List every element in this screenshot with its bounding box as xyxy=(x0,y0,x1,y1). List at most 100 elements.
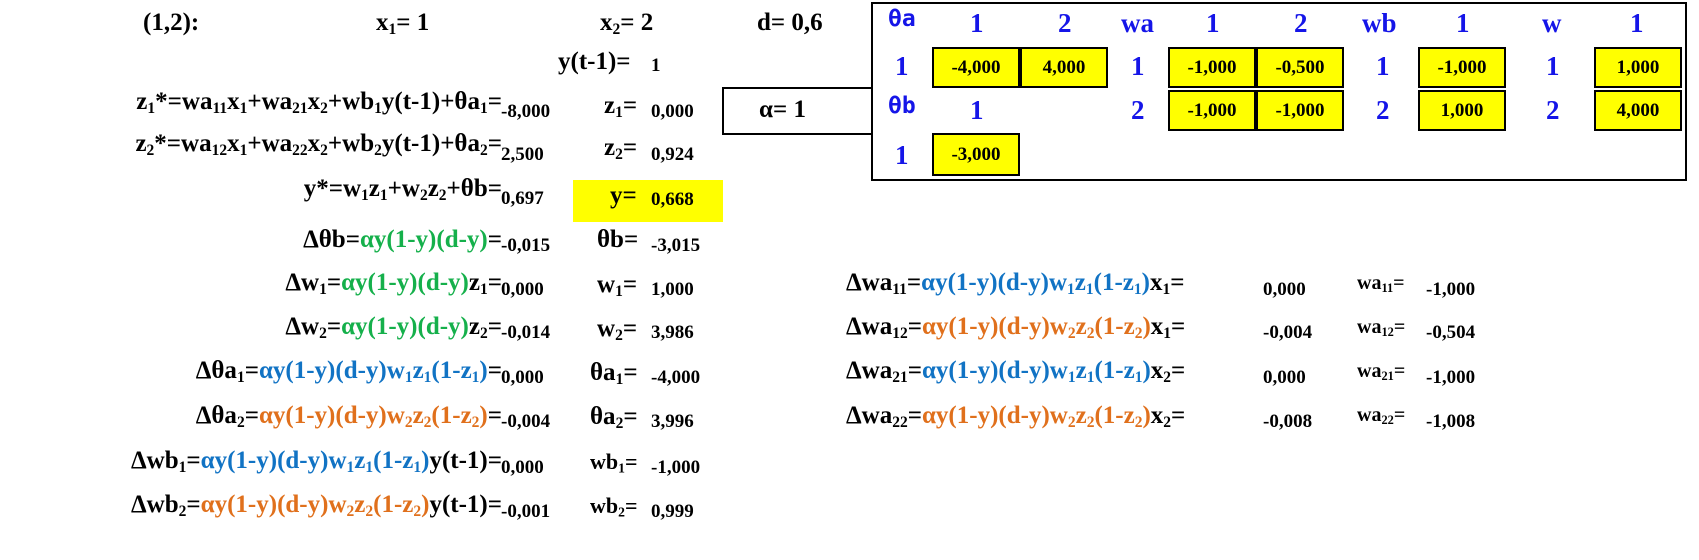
wb-cell-2: 1,000 xyxy=(1418,90,1506,131)
theta-a-cell-2: 4,000 xyxy=(1020,47,1108,88)
y-label: y= xyxy=(610,182,637,209)
wb-row-2: 2 xyxy=(1376,95,1390,125)
wa-cell-2-1: -1,000 xyxy=(1168,90,1256,131)
theta-b-col-1: 1 xyxy=(970,95,984,125)
w1-new-value: 1,000 xyxy=(651,279,694,300)
delta-w2-value: -0,014 xyxy=(501,322,551,343)
theta-b-header: θb xyxy=(888,93,916,119)
z2-star-value: 2,500 xyxy=(501,144,544,165)
wa12-new-label: wa12= xyxy=(1357,316,1406,340)
x1-assignment: x1= 1 xyxy=(376,9,430,38)
delta-wb2-value: -0,001 xyxy=(501,501,551,522)
wa-col-2: 2 xyxy=(1294,8,1308,38)
wa-cell-1-2: -0,500 xyxy=(1256,47,1344,88)
x2-assignment: x2= 2 xyxy=(600,9,654,38)
wa-col-1: 1 xyxy=(1206,8,1220,38)
wb2-new-value: 0,999 xyxy=(651,501,694,522)
w2-new-label: w2= xyxy=(597,315,638,344)
wb2-new-label: wb2= xyxy=(590,493,638,520)
delta-wa11-formula: Δwa11=αy(1-y)(d-y)w1z1(1-z1)x1= xyxy=(846,269,1185,298)
delta-theta-a1-formula: Δθa1=αy(1-y)(d-y)w1z1(1-z1)= xyxy=(195,357,502,386)
wb-col-1: 1 xyxy=(1456,8,1470,38)
alpha-value: 1 xyxy=(793,96,806,123)
x2-value: 2 xyxy=(640,9,654,36)
z2-value: 0,924 xyxy=(651,144,694,165)
wa22-new-value: -1,008 xyxy=(1426,411,1476,432)
w-header: w xyxy=(1542,8,1562,38)
w-row-2: 2 xyxy=(1546,95,1560,125)
y-prev-value: 1 xyxy=(651,55,661,76)
theta-a-header: θa xyxy=(888,6,916,32)
delta-theta-a2-value: -0,004 xyxy=(501,411,551,432)
theta-a1-new-value: -4,000 xyxy=(651,367,701,388)
alpha-label: α= 1 xyxy=(759,96,806,123)
wb1-new-label: wb1= xyxy=(590,449,638,476)
delta-wb1-value: 0,000 xyxy=(501,457,544,478)
wb-header: wb xyxy=(1362,8,1397,38)
z1-value: 0,000 xyxy=(651,101,694,122)
target-d-value: 0,6 xyxy=(791,9,823,36)
delta-wa12-formula: Δwa12=αy(1-y)(d-y)w2z2(1-z2)x1= xyxy=(846,313,1186,342)
w-cell-1: 1,000 xyxy=(1594,47,1682,88)
w1-new-label: w1= xyxy=(597,271,638,300)
z2-star-formula: z2*=wa12x1+wa22x2+wb2y(t-1)+θa2= xyxy=(135,130,502,159)
z2-label: z2= xyxy=(604,134,638,163)
theta-b-new-value: -3,015 xyxy=(651,235,701,256)
y-value: 0,668 xyxy=(651,189,694,210)
w-row-1: 1 xyxy=(1546,51,1560,81)
theta-a2-new-value: 3,996 xyxy=(651,411,694,432)
delta-wa21-formula: Δwa21=αy(1-y)(d-y)w1z1(1-z1)x2= xyxy=(846,357,1186,386)
delta-wb2-formula: Δwb2=αy(1-y)(d-y)w2z2(1-z2)y(t-1)= xyxy=(131,491,502,520)
wa11-new-value: -1,000 xyxy=(1426,279,1476,300)
theta-b-cell-1: -3,000 xyxy=(932,133,1020,176)
theta-a-col-1: 1 xyxy=(970,8,984,38)
pair-label: (1,2): xyxy=(143,9,200,36)
x1-value: 1 xyxy=(416,9,430,36)
z1-star-formula: z1*=wa11x1+wa21x2+wb1y(t-1)+θa1= xyxy=(136,88,502,117)
delta-w1-formula: Δw1=αy(1-y)(d-y)z1= xyxy=(285,269,502,298)
wa-row-1: 1 xyxy=(1131,51,1145,81)
wb-row-1: 1 xyxy=(1376,51,1390,81)
wa-row-2: 2 xyxy=(1131,95,1145,125)
target-d: d= 0,6 xyxy=(757,9,823,36)
delta-w1-value: 0,000 xyxy=(501,279,544,300)
w-col-1: 1 xyxy=(1630,8,1644,38)
theta-a2-new-label: θa2= xyxy=(590,403,638,432)
theta-a-cell-1: -4,000 xyxy=(932,47,1020,88)
y-prev-label: y(t-1)= xyxy=(558,48,631,75)
wa-cell-2-2: -1,000 xyxy=(1256,90,1344,131)
wa21-new-label: wa21= xyxy=(1357,360,1406,384)
theta-a-col-2: 2 xyxy=(1058,8,1072,38)
theta-a1-new-label: θa1= xyxy=(590,359,638,388)
z1-star-value: -8,000 xyxy=(501,101,551,122)
theta-b-new-label: θb= xyxy=(597,226,639,253)
theta-b-row-1: 1 xyxy=(895,140,909,170)
y-star-value: 0,697 xyxy=(501,188,544,209)
wa22-new-label: wa22= xyxy=(1357,404,1406,428)
delta-w2-formula: Δw2=αy(1-y)(d-y)z2= xyxy=(285,313,502,342)
wb-cell-1: -1,000 xyxy=(1418,47,1506,88)
w2-new-value: 3,986 xyxy=(651,322,694,343)
wa-header: wa xyxy=(1121,8,1154,38)
w-cell-2: 4,000 xyxy=(1594,90,1682,131)
theta-a-row-1: 1 xyxy=(895,51,909,81)
wa21-new-value: -1,000 xyxy=(1426,367,1476,388)
wa-cell-1-1: -1,000 xyxy=(1168,47,1256,88)
delta-wa22-value: -0,008 xyxy=(1263,411,1313,432)
wb1-new-value: -1,000 xyxy=(651,457,701,478)
wa11-new-label: wa11= xyxy=(1357,272,1405,296)
delta-wa12-value: -0,004 xyxy=(1263,322,1313,343)
delta-wa22-formula: Δwa22=αy(1-y)(d-y)w2z2(1-z2)x2= xyxy=(846,402,1186,431)
delta-wa21-value: 0,000 xyxy=(1263,367,1306,388)
delta-theta-b-formula: Δθb=αy(1-y)(d-y)= xyxy=(303,226,502,253)
z1-label: z1= xyxy=(604,92,638,121)
y-star-formula: y*=w1z1+w2z2+θb= xyxy=(303,175,502,204)
wa12-new-value: -0,504 xyxy=(1426,322,1476,343)
delta-theta-a2-formula: Δθa2=αy(1-y)(d-y)w2z2(1-z2)= xyxy=(195,402,502,431)
delta-theta-a1-value: 0,000 xyxy=(501,367,544,388)
delta-wb1-formula: Δwb1=αy(1-y)(d-y)w1z1(1-z1)y(t-1)= xyxy=(131,447,502,476)
delta-wa11-value: 0,000 xyxy=(1263,279,1306,300)
alpha-box xyxy=(722,87,873,135)
y-output-highlight xyxy=(573,180,723,222)
delta-theta-b-value: -0,015 xyxy=(501,235,551,256)
